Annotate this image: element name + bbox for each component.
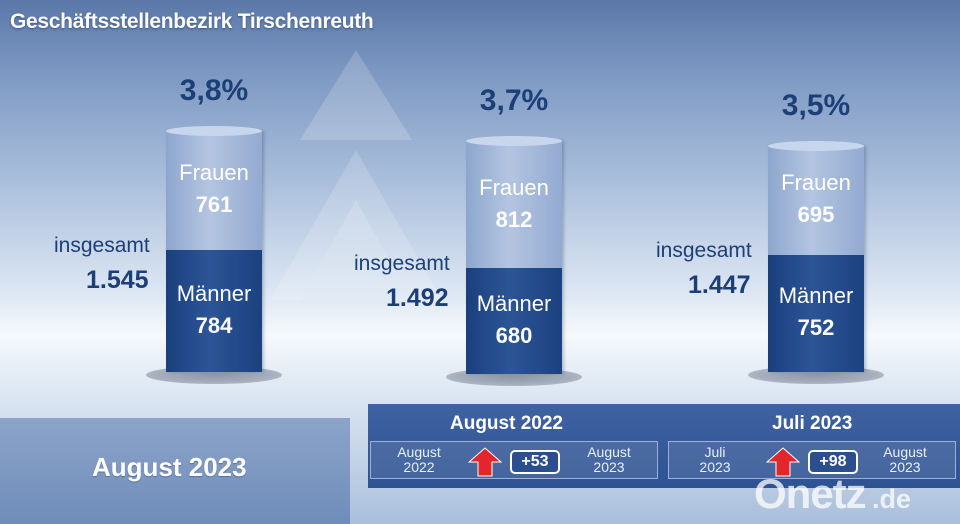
stacked-bar: Frauen 812 Männer 680: [466, 136, 562, 374]
maenner-value: 752: [797, 315, 835, 341]
maenner-value: 680: [495, 322, 533, 348]
brand-logo: Onetz: [754, 470, 867, 517]
comparison-band: [368, 404, 960, 488]
rate-label: 3,8%: [179, 73, 249, 107]
comparison-from-2: Juli 2023: [684, 445, 746, 475]
frauen-label: Frauen: [179, 160, 249, 186]
logo-triangle-inner: [300, 200, 412, 300]
comparison-from-2-line1: Juli: [704, 444, 726, 460]
comparison-to-2-line1: August: [883, 444, 927, 460]
comparison-to-2-line2: 2023: [889, 459, 921, 475]
insgesamt-value: 1.492: [386, 283, 449, 312]
comparison-from-1-line2: 2022: [403, 459, 435, 475]
up-arrow-icon: [766, 447, 800, 477]
insgesamt-label: insgesamt: [656, 238, 752, 262]
comparison-to-1-line1: August: [587, 444, 631, 460]
maenner-value: 784: [195, 312, 233, 338]
comparison-delta-2: +98: [808, 450, 858, 474]
chart-title: Geschäftsstellenbezirk Tirschenreuth: [10, 10, 374, 33]
frauen-label: Frauen: [781, 170, 851, 196]
bar-segment-frauen: Frauen 812: [466, 136, 562, 268]
frauen-value: 695: [797, 202, 835, 228]
brand-logo-suffix: .de: [872, 484, 912, 514]
insgesamt-value: 1.545: [86, 265, 149, 294]
comparison-to-2: August 2023: [872, 445, 938, 475]
bar-segment-maenner: Männer 752: [768, 254, 864, 372]
bar-cap: [768, 141, 864, 152]
bar-cap: [166, 125, 262, 136]
comparison-from-1-line1: August: [397, 444, 441, 460]
insgesamt-label: insgesamt: [354, 251, 450, 275]
comparison-from-1: August 2022: [386, 445, 452, 475]
bar-segment-frauen: Frauen 761: [166, 125, 262, 250]
bar-segment-maenner: Männer 680: [466, 267, 562, 374]
insgesamt-value: 1.447: [688, 270, 751, 299]
maenner-label: Männer: [778, 283, 854, 309]
frauen-value: 812: [495, 206, 533, 232]
comparison-to-1: August 2023: [576, 445, 642, 475]
comparison-title-1: August 2022: [450, 413, 563, 434]
stacked-bar: Frauen 761 Männer 784: [166, 125, 262, 372]
stacked-bar: Frauen 695 Männer 752: [768, 141, 864, 372]
current-month-label: August 2023: [92, 452, 247, 482]
maenner-label: Männer: [476, 290, 552, 316]
up-arrow-icon: [468, 447, 502, 477]
maenner-label: Männer: [176, 280, 252, 306]
bar-cap: [466, 136, 562, 147]
comparison-title-2: Juli 2023: [772, 413, 853, 434]
frauen-label: Frauen: [479, 174, 549, 200]
comparison-delta-1: +53: [510, 450, 560, 474]
current-month-band: [0, 418, 350, 524]
frauen-value: 761: [195, 192, 233, 218]
rate-label: 3,7%: [479, 84, 549, 118]
rate-label: 3,5%: [781, 89, 851, 123]
logo-triangle-large: [270, 150, 442, 300]
insgesamt-label: insgesamt: [54, 233, 150, 257]
comparison-to-1-line2: 2023: [593, 459, 625, 475]
bar-segment-frauen: Frauen 695: [768, 141, 864, 255]
logo-triangle-top: [300, 50, 412, 140]
bar-segment-maenner: Männer 784: [166, 249, 262, 372]
comparison-from-2-line2: 2023: [699, 459, 731, 475]
